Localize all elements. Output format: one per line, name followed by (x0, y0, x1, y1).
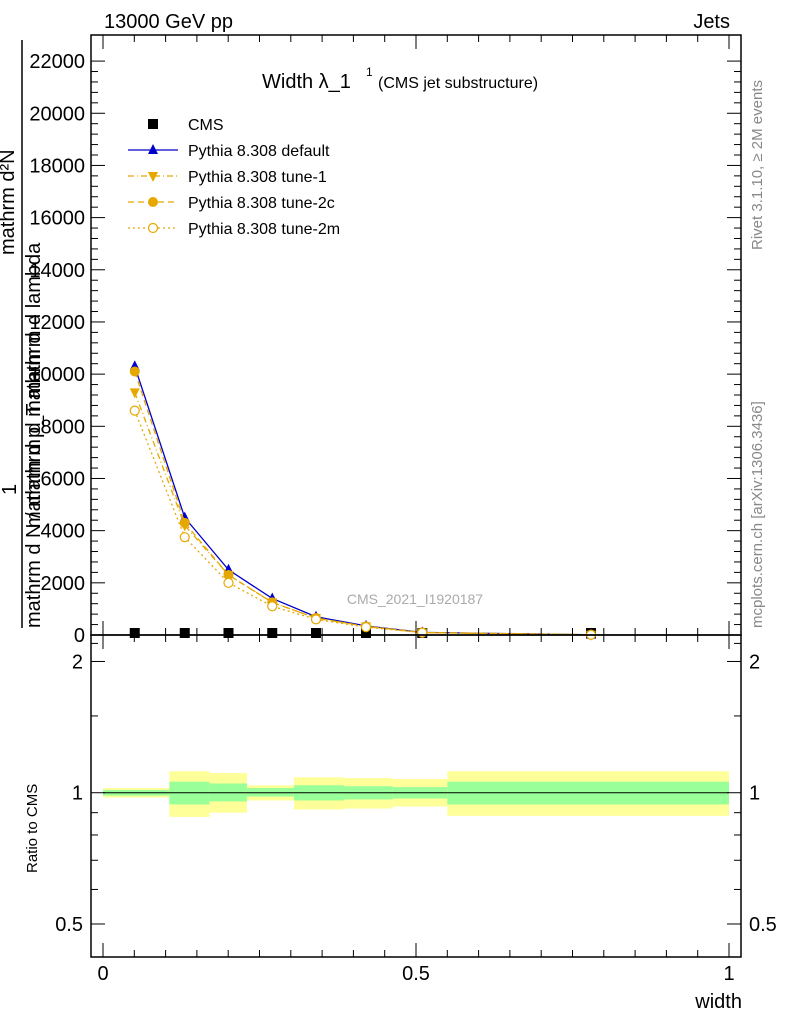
header-right: Jets (693, 11, 730, 33)
y-tick-label: 4000 (41, 521, 86, 543)
data-point (179, 532, 190, 543)
y-tick-label: 12000 (29, 312, 85, 334)
data-point (129, 366, 140, 377)
data-point (223, 570, 234, 580)
main-series (129, 360, 597, 641)
x-axis: 0 0.5 1 (97, 35, 735, 985)
header-left: 13000 GeV pp (104, 11, 233, 33)
ylabel-denominator: mathrm d p_T mathrm d lambda (23, 242, 45, 528)
data-point (129, 388, 140, 399)
data-point (417, 627, 428, 638)
data-point (360, 622, 372, 633)
legend-item: Pythia 8.308 tune-2m (128, 221, 340, 238)
legend-item: CMS (148, 117, 224, 134)
y-tick-label: 22000 (29, 51, 85, 73)
title-sub: (CMS jet substructure) (378, 75, 538, 92)
title-main: Width λ_1 (262, 71, 351, 93)
ratio-ylabel: Ratio to CMS (24, 784, 41, 873)
series-line (134, 410, 592, 636)
y-tick-label: 10000 (29, 364, 85, 386)
y-tick-label: 8000 (41, 416, 86, 438)
legend-marker (148, 119, 158, 129)
data-point (179, 628, 190, 638)
legend-marker (148, 172, 158, 182)
legend-item: Pythia 8.308 tune-2c (128, 195, 335, 212)
y-tick-label: 14000 (29, 260, 85, 282)
y-tick-label: 2000 (41, 573, 86, 595)
x-tick-label: 0.5 (402, 963, 430, 985)
ratio-tick-label-right: 0.5 (749, 914, 777, 936)
ratio-y-ticks: 0.5 0.5 1 1 2 2 (55, 642, 777, 936)
legend: CMS Pythia 8.308 default Pythia 8.308 tune… (128, 117, 340, 238)
x-tick-label: 1 (723, 963, 734, 985)
ylabel-overlay: mathrm d N / mathrm d mathrm d (23, 332, 45, 628)
legend-label: Pythia 8.308 default (188, 143, 330, 160)
main-y-ticks: 0 2000 4000 6000 8000 10000 12000 14000 16000 180… (29, 51, 741, 647)
legend-label: Pythia 8.308 tune-2m (188, 221, 340, 238)
data-point (129, 405, 140, 416)
ratio-tick-label: 1 (72, 783, 83, 805)
data-point (267, 601, 278, 612)
series-pythia-4 (129, 405, 597, 640)
legend-label: CMS (188, 117, 224, 134)
y-tick-label: 16000 (29, 208, 85, 230)
y-axis-label: mathrm d²N mathrm d p_T mathrm d lambda … (0, 40, 45, 628)
legend-item: Pythia 8.308 tune-1 (128, 169, 327, 186)
ratio-bands (103, 771, 729, 817)
y-tick-label: 20000 (29, 103, 85, 125)
rivet-label: Rivet 3.1.10, ≥ 2M events (749, 80, 766, 250)
plot-title: Width λ_1 1 (CMS jet substructure) (262, 65, 538, 93)
title-superscript: 1 (366, 65, 373, 79)
data-point (311, 628, 321, 638)
ylabel-numerator: mathrm d²N (0, 149, 19, 255)
data-point (179, 517, 190, 528)
data-point (267, 628, 278, 638)
legend-label: Pythia 8.308 tune-2c (188, 195, 335, 212)
y-tick-label: 0 (74, 625, 85, 647)
ratio-tick-label: 0.5 (55, 914, 83, 936)
legend-marker (148, 197, 158, 207)
watermark: CMS_2021_I1920187 (347, 591, 483, 607)
ylabel-one: 1 (0, 484, 21, 495)
ratio-tick-label: 2 (72, 651, 83, 673)
data-point (310, 614, 322, 625)
y-tick-label: 18000 (29, 155, 85, 177)
x-axis-label: width (694, 991, 742, 1013)
legend-label: Pythia 8.308 tune-1 (188, 169, 327, 186)
ratio-tick-label-right: 1 (749, 783, 760, 805)
data-point (361, 628, 371, 638)
x-tick-label: 0 (97, 963, 108, 985)
ratio-tick-label-right: 2 (749, 651, 760, 673)
legend-marker (147, 222, 159, 234)
legend-marker (148, 144, 158, 154)
y-tick-label: 6000 (41, 468, 86, 490)
mcplots-label: mcplots.cern.ch [arXiv:1306.3436] (749, 401, 766, 628)
legend-item: Pythia 8.308 default (128, 143, 330, 160)
series-line (134, 371, 592, 636)
data-point (223, 577, 234, 588)
